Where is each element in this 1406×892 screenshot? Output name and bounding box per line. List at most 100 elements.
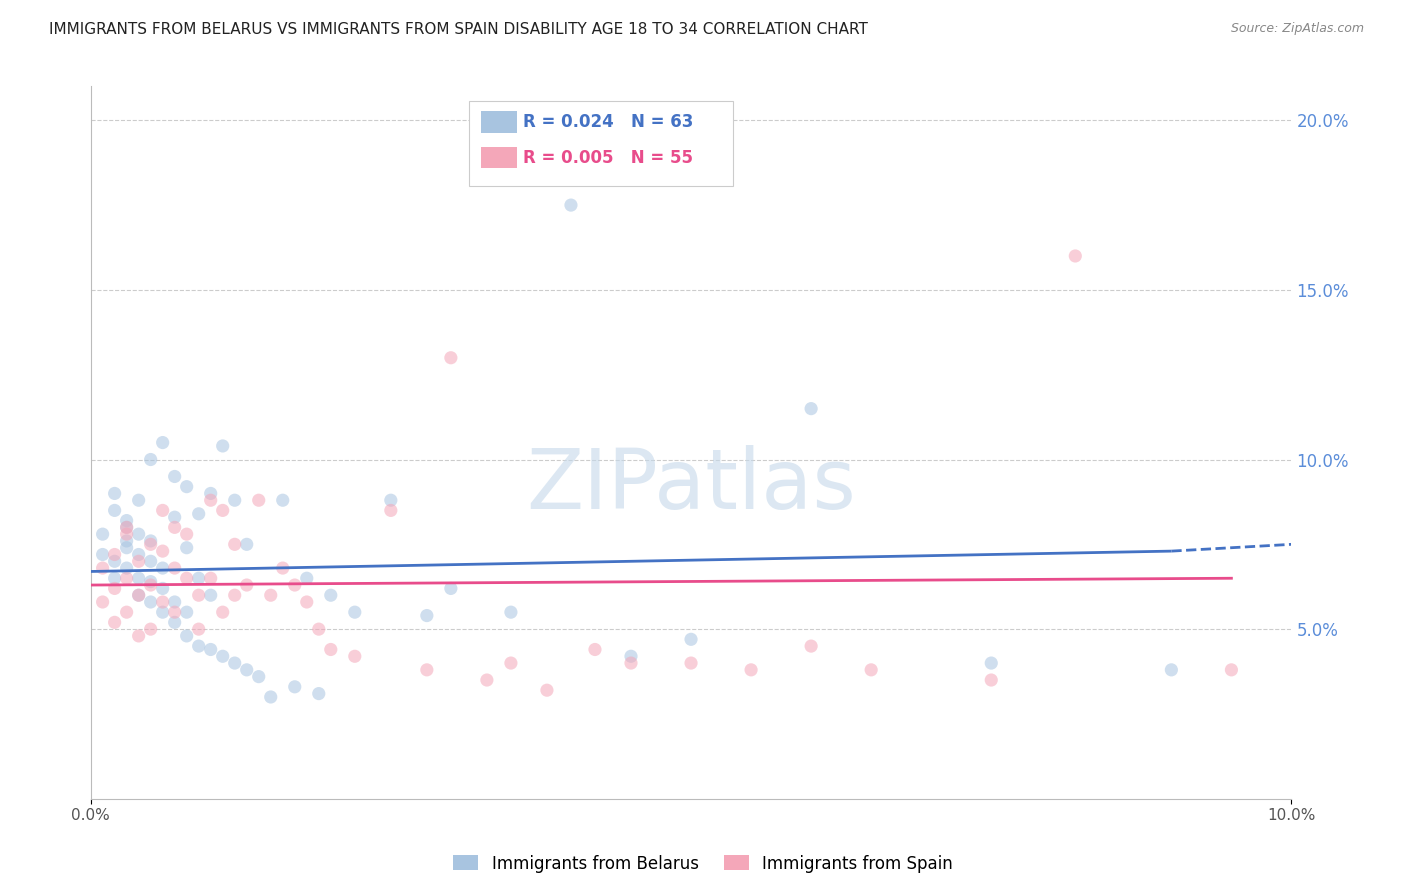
- Point: [343, 649, 366, 664]
- Point: [115, 571, 138, 585]
- Point: [200, 493, 222, 508]
- Point: [152, 561, 174, 575]
- Point: [176, 571, 198, 585]
- Point: [128, 554, 150, 568]
- Point: [163, 595, 186, 609]
- Point: [200, 486, 222, 500]
- Point: [224, 656, 246, 670]
- Point: [128, 548, 150, 562]
- Point: [1220, 663, 1243, 677]
- Point: [139, 595, 162, 609]
- Point: [128, 527, 150, 541]
- Point: [247, 493, 270, 508]
- Point: [187, 507, 209, 521]
- Point: [104, 582, 127, 596]
- Point: [152, 605, 174, 619]
- Point: [343, 605, 366, 619]
- Point: [800, 401, 823, 416]
- Point: [536, 683, 558, 698]
- Point: [740, 663, 762, 677]
- Point: [211, 605, 233, 619]
- Point: [104, 548, 127, 562]
- Point: [679, 656, 702, 670]
- Point: [499, 656, 522, 670]
- Point: [583, 642, 606, 657]
- Point: [211, 503, 233, 517]
- Legend: Immigrants from Belarus, Immigrants from Spain: Immigrants from Belarus, Immigrants from…: [447, 848, 959, 880]
- Point: [235, 578, 257, 592]
- Point: [139, 622, 162, 636]
- Point: [115, 533, 138, 548]
- Point: [224, 537, 246, 551]
- Point: [271, 561, 294, 575]
- Point: [163, 605, 186, 619]
- Point: [1160, 663, 1182, 677]
- Point: [187, 571, 209, 585]
- Point: [91, 595, 114, 609]
- Point: [295, 595, 318, 609]
- Bar: [481, 147, 517, 169]
- Point: [1064, 249, 1087, 263]
- Point: [980, 656, 1002, 670]
- Point: [319, 588, 342, 602]
- Text: Source: ZipAtlas.com: Source: ZipAtlas.com: [1230, 22, 1364, 36]
- Text: ZIPatlas: ZIPatlas: [526, 445, 856, 525]
- Point: [211, 439, 233, 453]
- Text: IMMIGRANTS FROM BELARUS VS IMMIGRANTS FROM SPAIN DISABILITY AGE 18 TO 34 CORRELA: IMMIGRANTS FROM BELARUS VS IMMIGRANTS FR…: [49, 22, 868, 37]
- Point: [620, 649, 643, 664]
- Point: [308, 687, 330, 701]
- Point: [128, 588, 150, 602]
- Point: [152, 595, 174, 609]
- Point: [284, 578, 307, 592]
- Point: [200, 588, 222, 602]
- Point: [416, 663, 439, 677]
- Point: [163, 469, 186, 483]
- FancyBboxPatch shape: [468, 101, 733, 186]
- Point: [152, 544, 174, 558]
- Point: [224, 588, 246, 602]
- Point: [115, 561, 138, 575]
- Point: [139, 533, 162, 548]
- Point: [152, 435, 174, 450]
- Point: [308, 622, 330, 636]
- Point: [211, 649, 233, 664]
- Point: [176, 629, 198, 643]
- Point: [128, 629, 150, 643]
- Point: [139, 578, 162, 592]
- Point: [235, 663, 257, 677]
- Point: [176, 605, 198, 619]
- Point: [224, 493, 246, 508]
- Point: [235, 537, 257, 551]
- Point: [860, 663, 883, 677]
- Point: [187, 622, 209, 636]
- Point: [620, 656, 643, 670]
- Text: R = 0.024   N = 63: R = 0.024 N = 63: [523, 113, 693, 131]
- Point: [560, 198, 582, 212]
- Point: [115, 527, 138, 541]
- Point: [152, 582, 174, 596]
- Point: [91, 548, 114, 562]
- Point: [163, 520, 186, 534]
- Point: [104, 486, 127, 500]
- Point: [800, 639, 823, 653]
- Point: [104, 503, 127, 517]
- Point: [115, 541, 138, 555]
- Point: [187, 639, 209, 653]
- Point: [139, 537, 162, 551]
- Point: [163, 561, 186, 575]
- Point: [475, 673, 498, 687]
- Point: [247, 670, 270, 684]
- Point: [176, 527, 198, 541]
- Point: [139, 574, 162, 589]
- Point: [128, 493, 150, 508]
- Point: [284, 680, 307, 694]
- Point: [104, 615, 127, 630]
- Point: [115, 514, 138, 528]
- Point: [679, 632, 702, 647]
- Point: [260, 588, 283, 602]
- Point: [319, 642, 342, 657]
- Point: [152, 503, 174, 517]
- Point: [139, 554, 162, 568]
- Point: [104, 571, 127, 585]
- Point: [163, 615, 186, 630]
